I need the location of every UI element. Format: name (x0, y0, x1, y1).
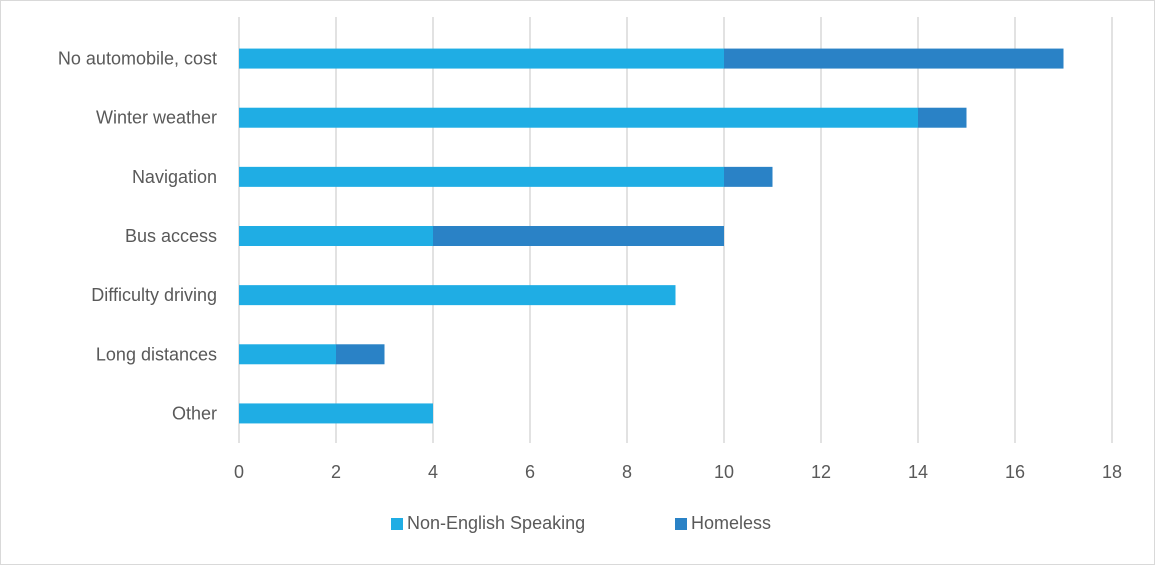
x-tick-label: 2 (331, 462, 341, 482)
category-label: Difficulty driving (91, 285, 217, 305)
legend: Non-English Speaking Homeless (391, 513, 771, 533)
bar-homeless-2 (724, 166, 773, 187)
x-tick-label: 14 (908, 462, 928, 482)
category-label: Other (172, 403, 217, 423)
x-tick-label: 16 (1005, 462, 1025, 482)
legend-label: Non-English Speaking (407, 513, 585, 533)
category-labels: No automobile, cost Winter weather Navigat… (58, 49, 217, 424)
x-tick-label: 0 (234, 462, 244, 482)
bar-non-english-speaking-2 (239, 166, 724, 187)
category-label: Bus access (125, 226, 217, 246)
category-label: Navigation (132, 167, 217, 187)
x-tick-labels: 0 2 4 6 8 10 12 14 16 18 (234, 462, 1122, 482)
legend-swatch (391, 518, 403, 530)
bar-non-english-speaking-5 (239, 344, 336, 365)
bar-non-english-speaking-0 (239, 48, 724, 69)
bar-non-english-speaking-3 (239, 226, 433, 246)
x-tick-label: 12 (811, 462, 831, 482)
x-tick-label: 6 (525, 462, 535, 482)
x-tick-label: 10 (714, 462, 734, 482)
x-tick-label: 4 (428, 462, 438, 482)
legend-swatch (675, 518, 687, 530)
bars (239, 48, 1064, 424)
category-label: Winter weather (96, 108, 217, 128)
category-label: No automobile, cost (58, 49, 217, 69)
legend-label: Homeless (691, 513, 771, 533)
bar-non-english-speaking-1 (239, 107, 918, 128)
bar-homeless-5 (336, 344, 385, 365)
bar-non-english-speaking-6 (239, 403, 433, 424)
bar-homeless-0 (724, 48, 1064, 69)
x-tick-label: 18 (1102, 462, 1122, 482)
bar-homeless-3 (433, 226, 724, 246)
bar-non-english-speaking-4 (239, 285, 676, 306)
x-tick-label: 8 (622, 462, 632, 482)
category-label: Long distances (96, 344, 217, 364)
bar-homeless-1 (918, 107, 967, 128)
